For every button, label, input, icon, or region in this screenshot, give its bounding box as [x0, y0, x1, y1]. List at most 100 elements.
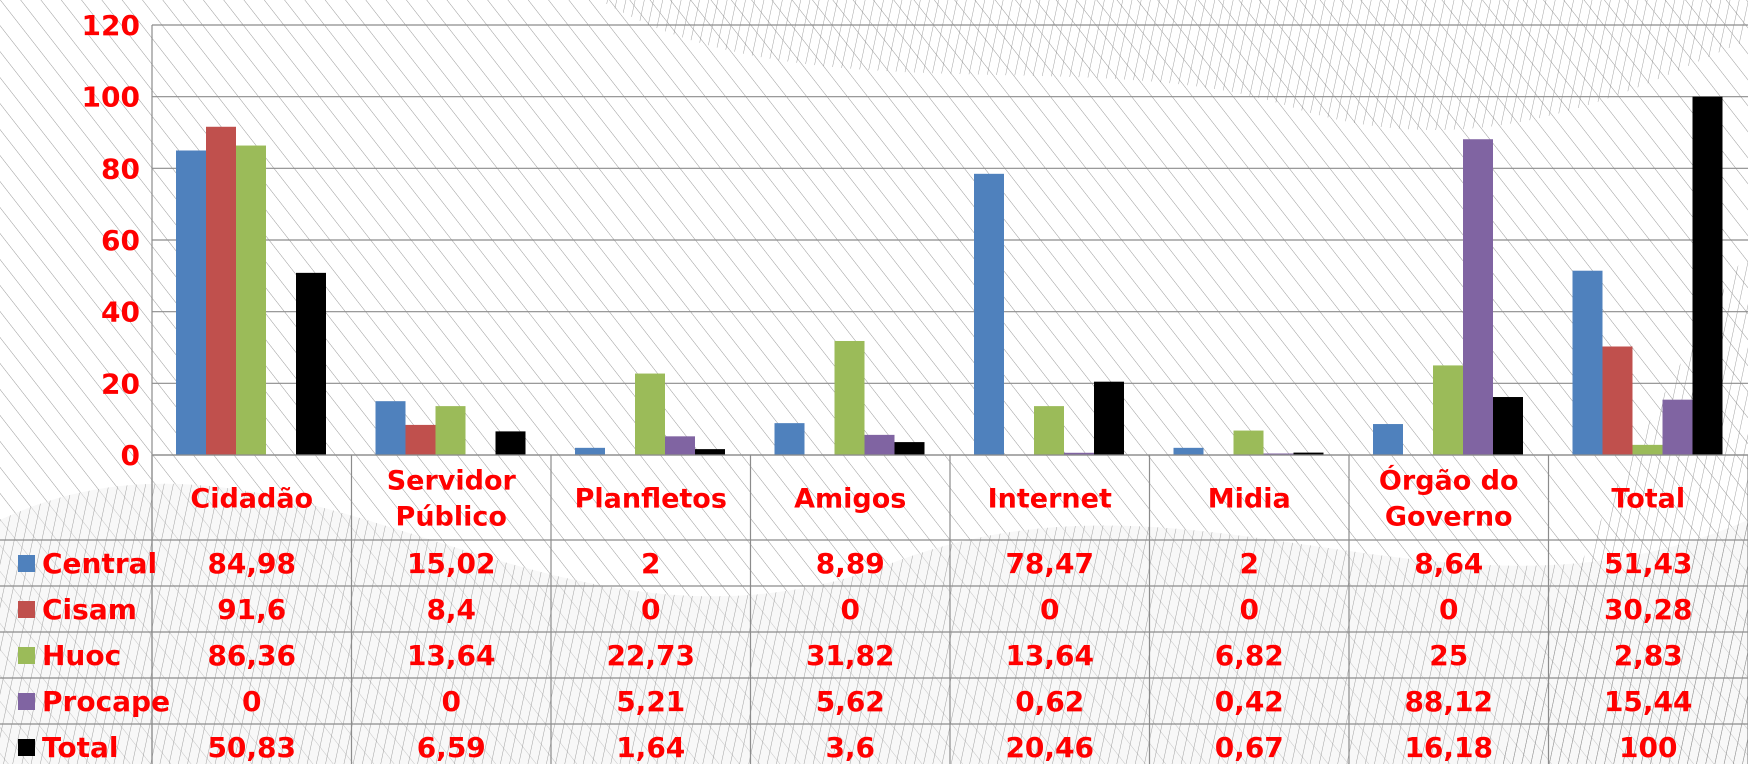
data-label: 20,46: [1005, 731, 1094, 764]
bar-central-1: [176, 150, 206, 455]
data-label: 2: [641, 547, 660, 580]
bar-total-3: [695, 449, 725, 455]
bar-total-2: [495, 431, 526, 455]
bar-huoc-4: [834, 340, 865, 455]
y-tick-label: 20: [101, 367, 140, 400]
bar-procape-4: [864, 434, 895, 455]
data-label: 78,47: [1005, 547, 1094, 580]
data-label: 0: [442, 685, 461, 718]
data-label: 8,64: [1414, 547, 1483, 580]
data-label: 25: [1429, 639, 1468, 672]
bar-procape-3: [665, 436, 695, 455]
bar-central-5: [974, 173, 1004, 455]
data-label: 31,82: [806, 639, 895, 672]
category-label: Órgão do: [1379, 465, 1519, 497]
category-label: Cidadão: [190, 484, 313, 515]
bar-total-1: [296, 272, 326, 455]
data-label: 6,82: [1215, 639, 1284, 672]
bar-huoc-6: [1233, 430, 1264, 455]
data-label: 15,44: [1604, 685, 1693, 718]
data-label: 88,12: [1404, 685, 1493, 718]
bar-total-7: [1493, 397, 1523, 455]
series-name: Central: [42, 547, 157, 580]
data-label: 100: [1619, 731, 1677, 764]
bar-central-7: [1373, 424, 1403, 455]
data-label: 0: [242, 685, 261, 718]
data-label: 16,18: [1404, 731, 1493, 764]
data-label: 13,64: [1005, 639, 1094, 672]
bar-huoc-8: [1632, 444, 1663, 455]
bar-cisam-8: [1602, 346, 1633, 455]
data-label: 51,43: [1604, 547, 1693, 580]
category-label: Amigos: [794, 484, 906, 515]
data-label: 0: [1240, 593, 1259, 626]
y-tick-label: 100: [82, 81, 140, 114]
bar-huoc-7: [1433, 365, 1463, 455]
legend-key-total: [18, 739, 35, 756]
bar-total-6: [1293, 452, 1324, 455]
category-label: Internet: [988, 484, 1112, 515]
data-label: 3,6: [825, 731, 875, 764]
data-label: 5,21: [616, 685, 685, 718]
data-label: 0,67: [1215, 731, 1284, 764]
y-tick-label: 40: [101, 296, 140, 329]
legend-key-procape: [18, 693, 35, 710]
series-name: Huoc: [42, 639, 121, 672]
bar-procape-7: [1463, 139, 1493, 455]
data-label: 0,42: [1215, 685, 1284, 718]
series-name: Cisam: [42, 593, 137, 626]
series-name: Procape: [42, 685, 170, 718]
data-label: 50,83: [207, 731, 296, 764]
category-label: Total: [1611, 484, 1685, 515]
bar-total-8: [1692, 96, 1723, 456]
bar-huoc-3: [635, 373, 665, 455]
data-label: 30,28: [1604, 593, 1693, 626]
bar-central-3: [575, 447, 605, 455]
bar-total-5: [1094, 381, 1124, 455]
y-tick-label: 80: [101, 152, 140, 185]
category-label: Planfletos: [575, 484, 727, 515]
series-name: Total: [42, 731, 119, 764]
bar-central-8: [1572, 270, 1603, 455]
bar-cisam-2: [405, 424, 436, 455]
y-tick-label: 120: [82, 9, 140, 42]
bar-central-6: [1173, 447, 1204, 455]
bar-cisam-1: [206, 126, 236, 456]
bar-procape-5: [1064, 452, 1094, 455]
data-label: 8,4: [426, 593, 476, 626]
bar-total-4: [894, 442, 925, 455]
data-label: 2,83: [1614, 639, 1683, 672]
data-label: 0: [841, 593, 860, 626]
data-label: 1,64: [616, 731, 685, 764]
data-label: 6,59: [417, 731, 486, 764]
data-label: 15,02: [407, 547, 496, 580]
data-label: 8,89: [816, 547, 885, 580]
category-label: Servidor: [387, 466, 517, 497]
legend-key-central: [18, 555, 35, 572]
category-label: Governo: [1385, 502, 1513, 533]
bar-procape-8: [1662, 399, 1693, 455]
bar-huoc-5: [1034, 406, 1064, 455]
bar-procape-6: [1263, 453, 1294, 455]
data-label: 13,64: [407, 639, 496, 672]
y-tick-label: 0: [121, 439, 140, 472]
data-label: 5,62: [816, 685, 885, 718]
data-table: Cidadão Servidor Público Planfletos Amigos In…: [0, 454, 1748, 764]
data-label: 0,62: [1015, 685, 1084, 718]
y-tick-label: 60: [101, 224, 140, 257]
category-label: Midia: [1208, 484, 1291, 515]
bar-central-4: [774, 423, 805, 455]
bar-central-2: [375, 401, 406, 455]
bar-huoc-2: [435, 406, 466, 455]
data-label: 0: [1040, 593, 1059, 626]
data-label: 86,36: [207, 639, 296, 672]
data-label: 2: [1240, 547, 1259, 580]
data-label: 0: [1439, 593, 1458, 626]
data-label: 0: [641, 593, 660, 626]
legend-key-cisam: [18, 601, 35, 618]
legend-key-huoc: [18, 647, 35, 664]
y-axis: 0 20 40 60 80 100 120: [82, 9, 153, 764]
data-label: 84,98: [207, 547, 296, 580]
